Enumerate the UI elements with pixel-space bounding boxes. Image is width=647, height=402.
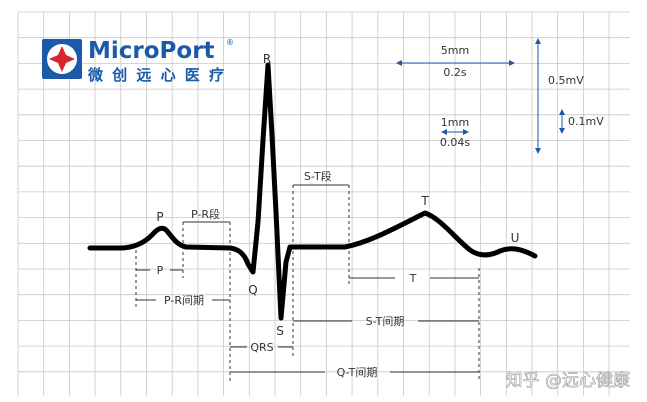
micropört-logo: MicroPort ® 微创远心医疗 [42, 38, 234, 84]
ecg-grid-paper [17, 11, 630, 396]
scale-legend: 5mm 0.2s 1mm 0.04s 0.5mV 0.1mV [396, 38, 604, 154]
logo-tagline: 微创远心医疗 [87, 66, 224, 84]
p-duration-label: P [157, 264, 164, 277]
logo-emblem-star [49, 46, 75, 72]
big-box-time-label: 0.2s [443, 66, 466, 79]
ecg-trace [87, 62, 538, 321]
pr-interval-label: P-R间期 [164, 294, 204, 307]
small-box-width-label: 1mm [441, 116, 469, 129]
wave-label-q: Q [248, 283, 257, 297]
t-duration-label: T [409, 272, 417, 285]
qt-interval-label: Q-T间期 [337, 366, 378, 379]
logo-registered-mark: ® [226, 38, 234, 47]
watermark: 知乎 @远心健康 [506, 371, 630, 391]
segment-brackets [183, 184, 349, 223]
small-box-voltage-label: 0.1mV [568, 115, 604, 128]
wave-label-u: U [511, 231, 520, 245]
wave-label-s: S [276, 324, 284, 338]
wave-label-t: T [420, 194, 429, 208]
wave-label-p: P [156, 210, 163, 224]
wave-label-r: R [263, 52, 271, 66]
st-interval-label: S-T间期 [366, 315, 405, 328]
pr-segment-label: P-R段 [191, 207, 220, 221]
qrs-duration-label: QRS [250, 341, 273, 354]
st-segment-label: S-T段 [304, 169, 332, 183]
small-box-time-label: 0.04s [440, 136, 470, 149]
big-box-width-label: 5mm [441, 44, 469, 57]
big-box-voltage-label: 0.5mV [548, 74, 584, 87]
logo-brand: MicroPort [88, 38, 215, 64]
interval-lines [136, 269, 479, 373]
